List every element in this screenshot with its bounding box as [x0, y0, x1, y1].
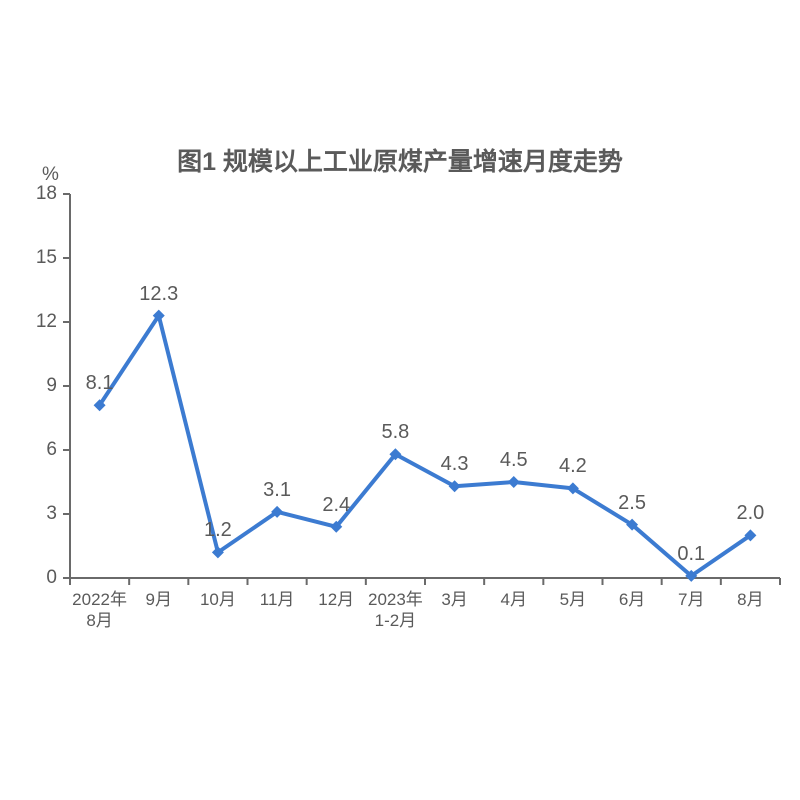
data-label: 4.5 — [500, 449, 528, 472]
data-label: 2.0 — [737, 502, 765, 525]
x-tick-label: 3月 — [425, 589, 484, 610]
x-tick-label: 2022年 8月 — [70, 589, 129, 632]
y-tick-label: 18 — [0, 183, 57, 205]
x-tick-label: 10月 — [188, 589, 247, 610]
data-label: 0.1 — [677, 543, 705, 566]
x-tick-label: 12月 — [307, 589, 366, 610]
data-label: 2.5 — [618, 492, 646, 515]
y-tick-label: 9 — [0, 375, 57, 397]
x-tick-label: 5月 — [543, 589, 602, 610]
data-label: 4.3 — [441, 453, 469, 476]
chart-container: 图1 规模以上工业原煤产量增速月度走势 % 03691215182022年 8月… — [0, 130, 800, 670]
x-tick-label: 9月 — [129, 589, 188, 610]
data-label: 4.2 — [559, 455, 587, 478]
x-tick-label: 11月 — [248, 589, 307, 610]
x-tick-label: 8月 — [721, 589, 780, 610]
data-label: 1.2 — [204, 519, 232, 542]
data-label: 5.8 — [382, 421, 410, 444]
y-tick-label: 3 — [0, 503, 57, 525]
x-tick-label: 4月 — [484, 589, 543, 610]
x-tick-label: 6月 — [603, 589, 662, 610]
y-tick-label: 0 — [0, 567, 57, 589]
x-tick-label: 2023年 1-2月 — [366, 589, 425, 632]
x-tick-label: 7月 — [662, 589, 721, 610]
y-tick-label: 15 — [0, 247, 57, 269]
data-label: 8.1 — [86, 372, 114, 395]
data-label: 12.3 — [139, 283, 178, 306]
y-tick-label: 6 — [0, 439, 57, 461]
data-label: 3.1 — [263, 479, 291, 502]
data-label: 2.4 — [322, 494, 350, 517]
y-tick-label: 12 — [0, 311, 57, 333]
